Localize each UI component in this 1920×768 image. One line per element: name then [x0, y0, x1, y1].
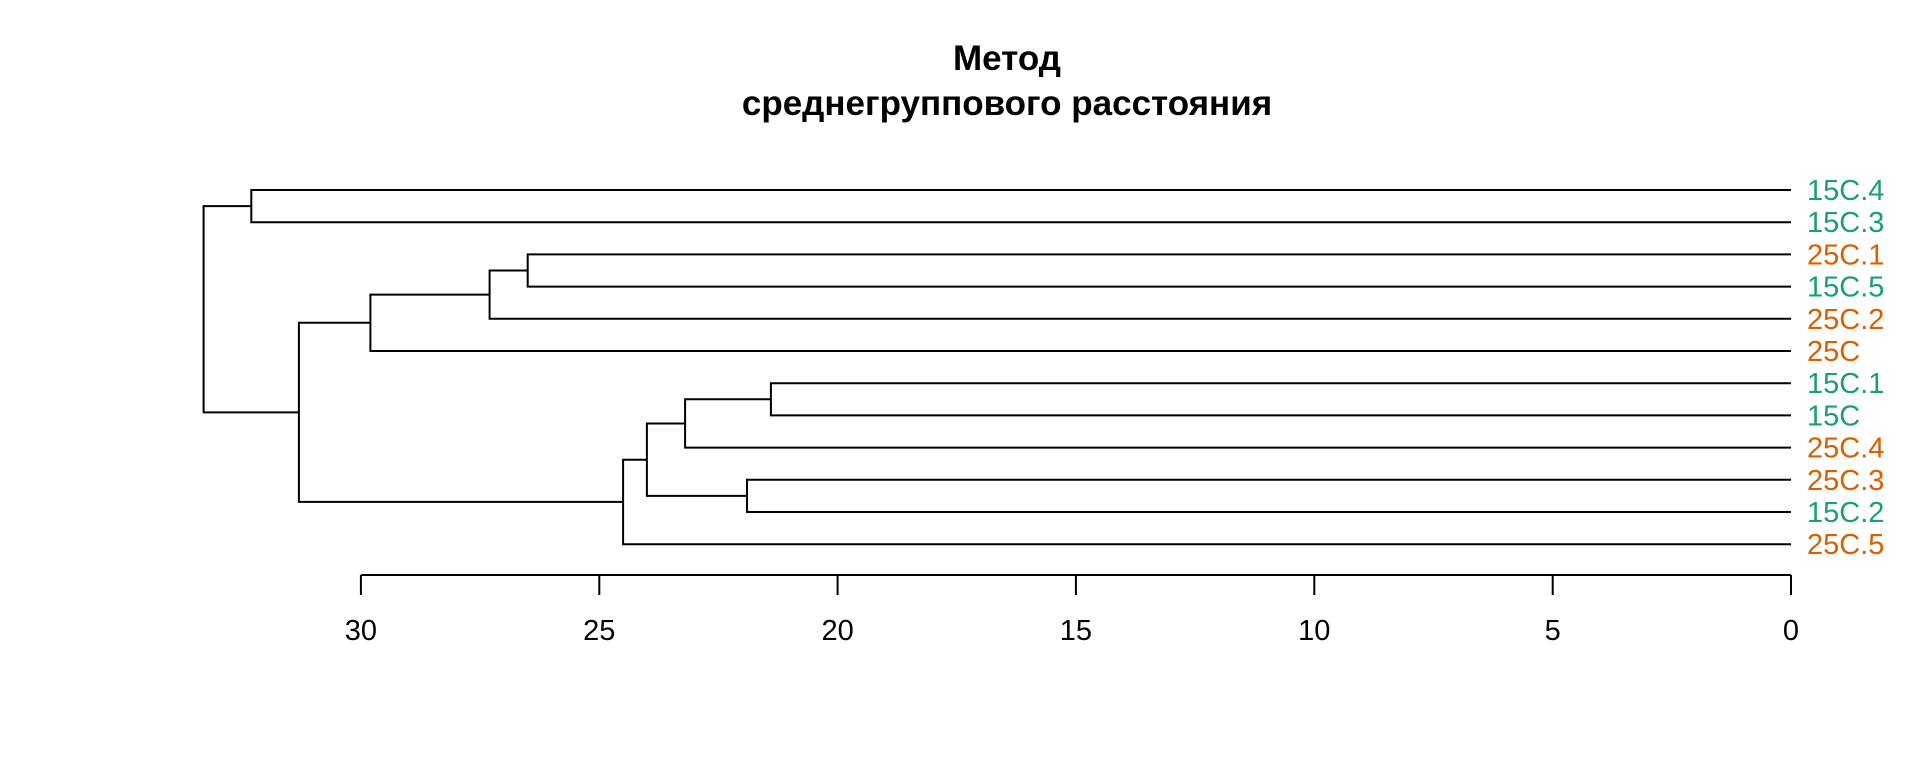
- leaf-label: 15C.3: [1807, 207, 1884, 239]
- leaf-label: 15C.1: [1807, 368, 1884, 400]
- leaf-label: 25C.5: [1807, 529, 1884, 561]
- dendrogram-branch-m3: [369, 293, 1791, 352]
- chart-title-line-2: среднегруппового расстояния: [742, 84, 1272, 123]
- dendrogram-branch-m6: [746, 478, 1791, 513]
- dendrogram-branch-m7: [645, 422, 747, 497]
- leaf-label: 15C: [1807, 400, 1860, 432]
- dendrogram-branch-m9: [297, 321, 624, 503]
- dendrogram-branch-m4: [769, 382, 1791, 417]
- leaf-label: 25C.3: [1807, 465, 1884, 497]
- leaf-label: 25C.4: [1807, 433, 1884, 465]
- x-axis-tick-label: 20: [821, 615, 853, 647]
- dendrogram-branch-m11: [202, 205, 299, 414]
- x-axis-tick-label: 15: [1060, 615, 1092, 647]
- leaf-label: 25C: [1807, 336, 1860, 368]
- chart-title: Метод среднегруппового расстояния: [742, 39, 1272, 123]
- dendrogram-tree: [202, 189, 1791, 546]
- x-axis-tick-label: 5: [1545, 615, 1561, 647]
- dendrogram-branch-m10: [250, 189, 1791, 224]
- leaf-label: 25C.1: [1807, 239, 1884, 271]
- leaf-labels: 15C.415C.325C.115C.525C.225C15C.115C25C.…: [1807, 175, 1884, 561]
- leaf-label: 15C.4: [1807, 175, 1884, 207]
- x-axis-tick-label: 25: [583, 615, 615, 647]
- x-axis-tick-label: 30: [345, 615, 377, 647]
- x-axis-tick-label: 10: [1298, 615, 1330, 647]
- dendrogram-branch-m8: [622, 458, 1791, 546]
- dendrogram-branch-m5: [684, 398, 1791, 449]
- leaf-label: 25C.2: [1807, 304, 1884, 336]
- leaf-label: 15C.5: [1807, 272, 1884, 304]
- x-axis: 30 25 20 15 10 5 0: [345, 574, 1799, 647]
- leaf-label: 15C.2: [1807, 497, 1884, 529]
- dendrogram-branch-m2: [488, 269, 1791, 320]
- x-axis-tick-label: 0: [1783, 615, 1799, 647]
- dendrogram-branch-m1: [526, 253, 1791, 288]
- chart-title-line-1: Метод: [953, 39, 1061, 78]
